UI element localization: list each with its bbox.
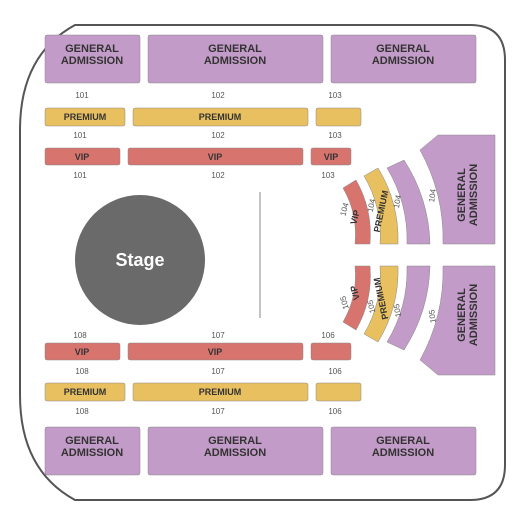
vip-top-left[interactable] — [45, 148, 120, 165]
vip-bot-left[interactable] — [45, 343, 120, 360]
vip-bot-right[interactable] — [311, 343, 351, 360]
ga-top-center[interactable] — [148, 35, 323, 83]
prem-top-right[interactable] — [316, 108, 361, 126]
prem-top-center[interactable] — [133, 108, 308, 126]
vip-top-right[interactable] — [311, 148, 351, 165]
ga-top-left[interactable] — [45, 35, 140, 83]
vip-bot-center[interactable] — [128, 343, 303, 360]
prem-bot-left[interactable] — [45, 383, 125, 401]
prem-bot-center[interactable] — [133, 383, 308, 401]
vip-top-center[interactable] — [128, 148, 303, 165]
prem-top-left[interactable] — [45, 108, 125, 126]
ga-bot-center[interactable] — [148, 427, 323, 475]
stage — [75, 195, 205, 325]
ga-bot-right[interactable] — [331, 427, 476, 475]
seating-chart: GENERALADMISSIONGENERALADMISSIONGENERALA… — [0, 0, 525, 525]
ga-top-right[interactable] — [331, 35, 476, 83]
prem-bot-right[interactable] — [316, 383, 361, 401]
ga-bot-left[interactable] — [45, 427, 140, 475]
